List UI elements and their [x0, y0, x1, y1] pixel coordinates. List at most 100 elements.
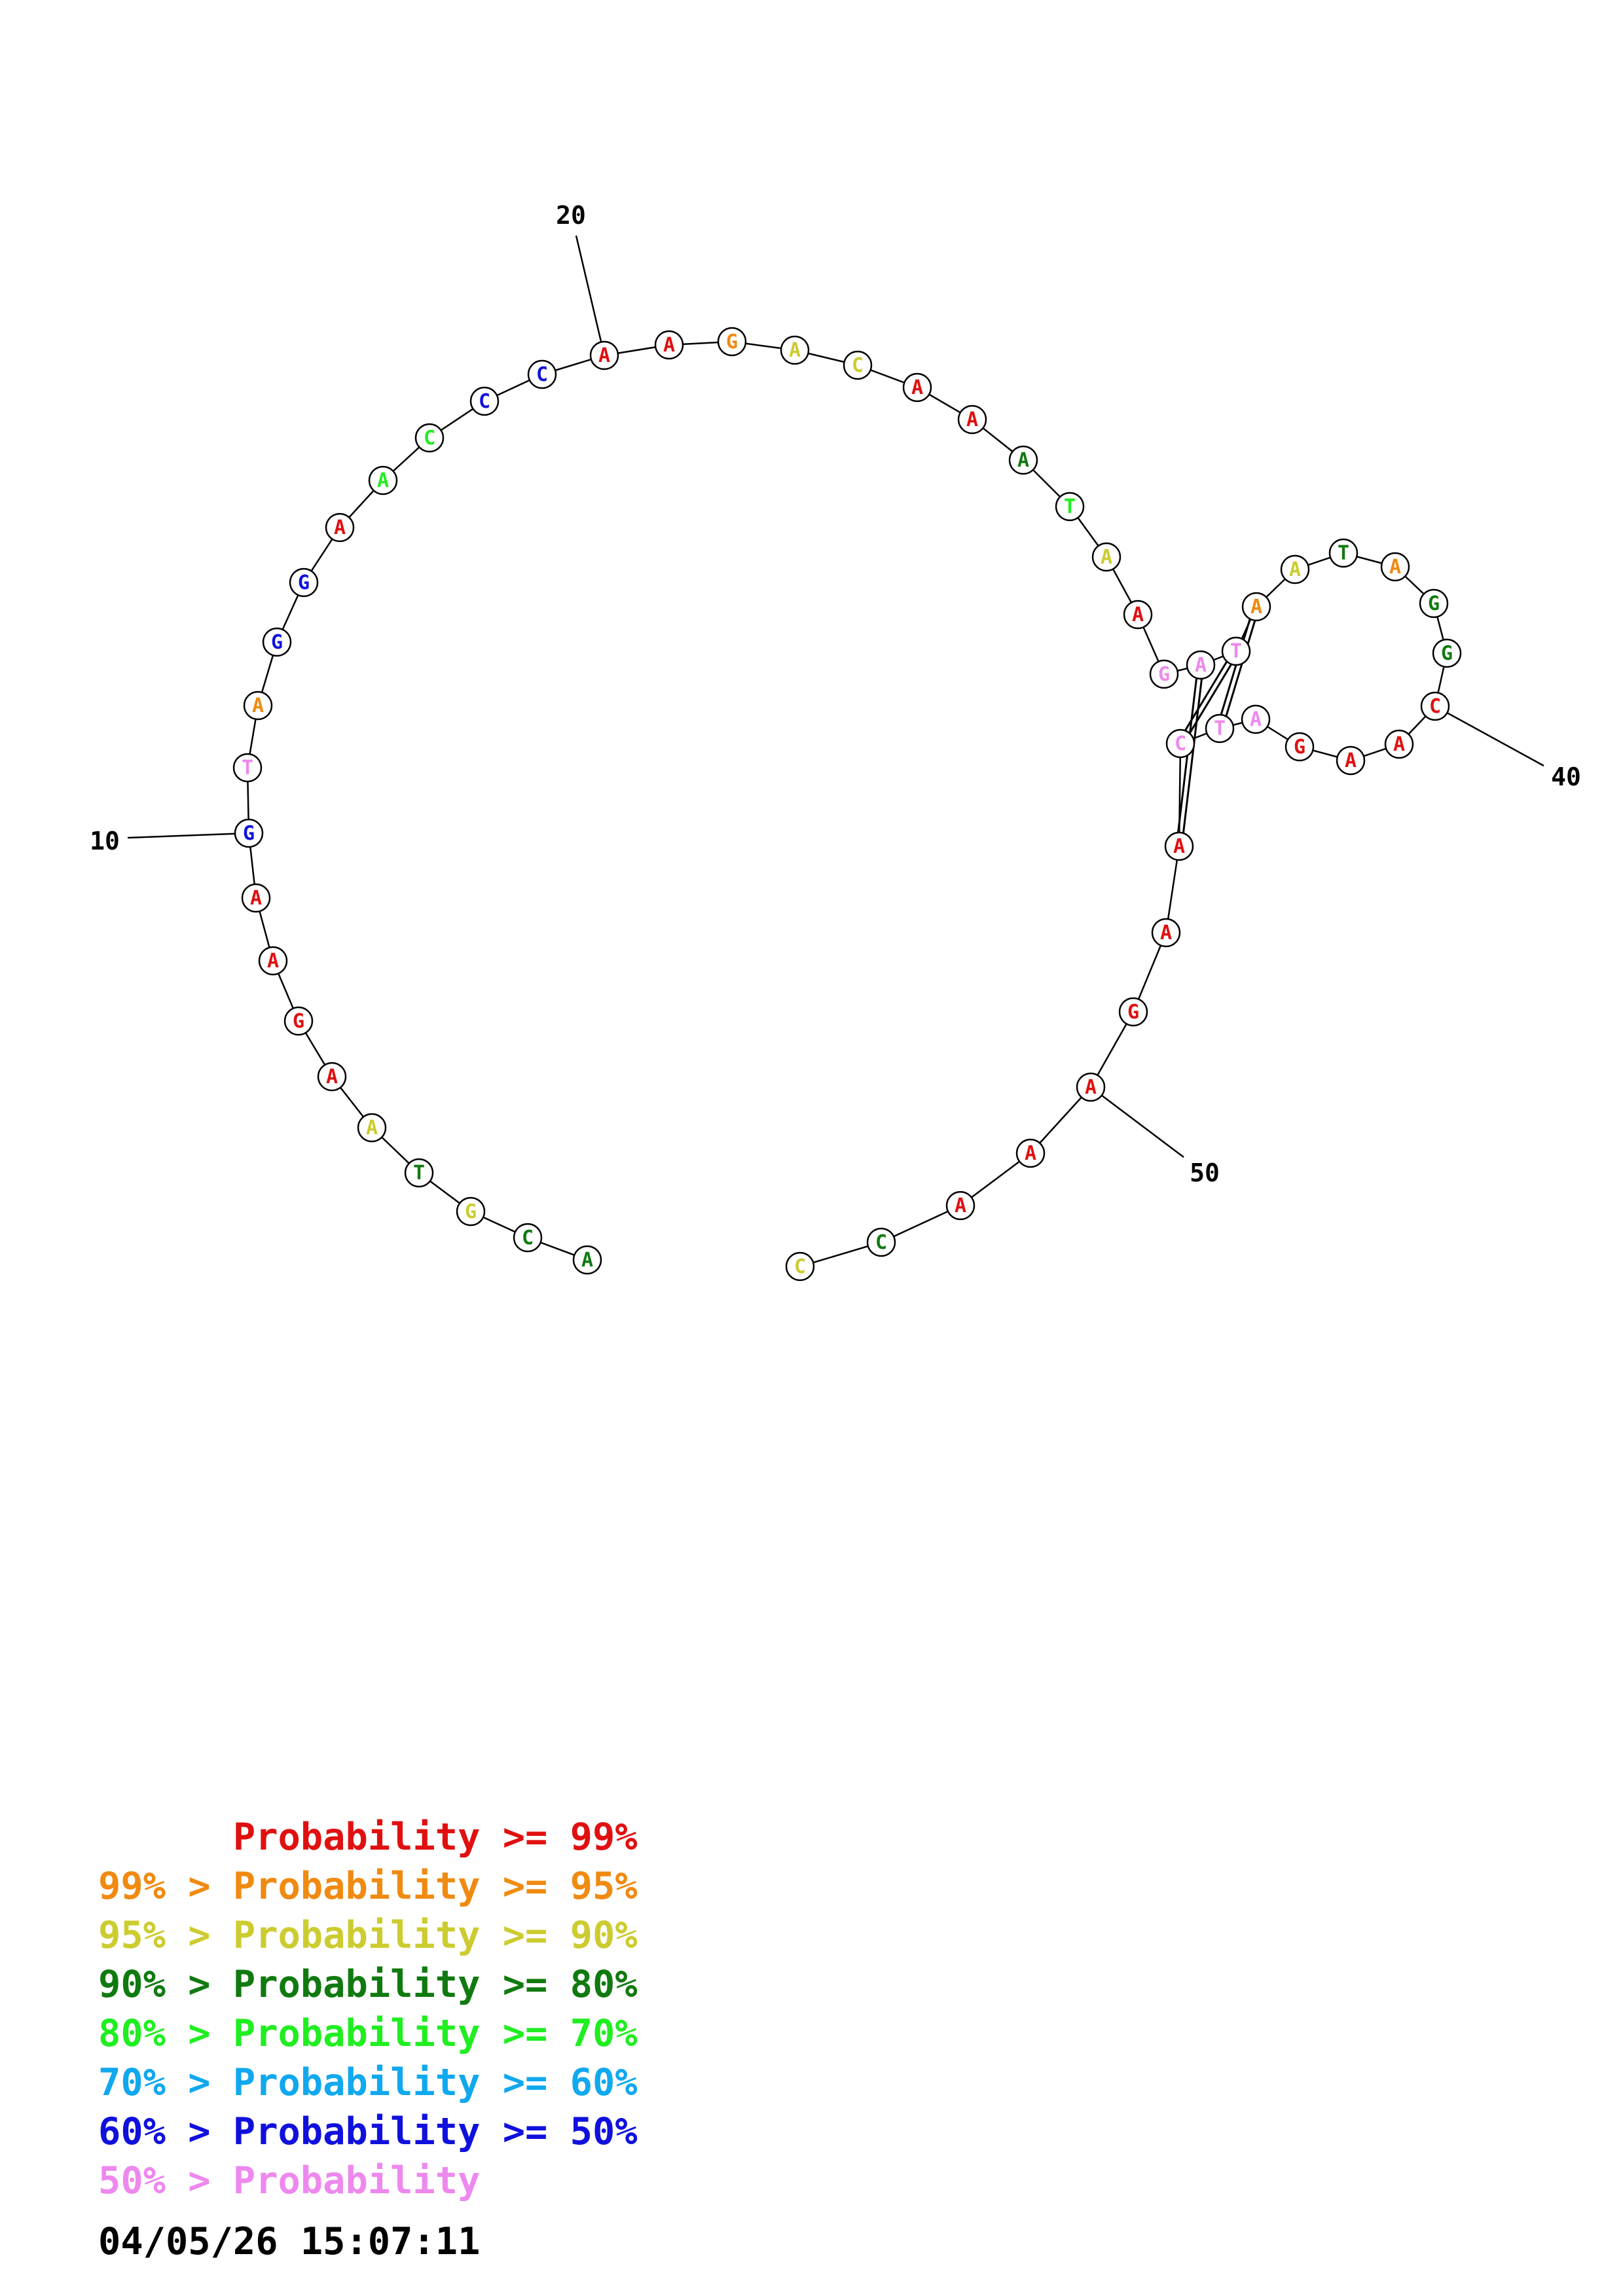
nucleotide: G — [717, 327, 747, 357]
nucleotide: G — [456, 1196, 486, 1227]
nucleotide-letter: T — [1214, 717, 1226, 740]
nucleotide-circle — [241, 883, 271, 913]
nucleotide: C — [866, 1227, 896, 1257]
nucleotide: A — [1091, 542, 1122, 572]
nucleotide-circle — [1118, 997, 1148, 1027]
nucleotide-circle — [902, 372, 932, 403]
nucleotide-circle — [1285, 732, 1315, 762]
nucleotide-circle — [1076, 1072, 1106, 1102]
legend-prefix: 60% > — [98, 2110, 233, 2153]
position-tick — [127, 832, 249, 839]
nucleotide-circle — [262, 627, 292, 657]
nucleotide-letter: A — [1345, 749, 1357, 772]
nucleotide-circle — [1123, 600, 1153, 630]
nucleotide: C — [1165, 728, 1195, 759]
legend-text: Probability >= 90% — [232, 1914, 638, 1957]
nucleotide: A — [780, 335, 810, 365]
legend-entry: 90% > Probability >= 80% — [98, 1960, 818, 2009]
nucleotide-letter: G — [1441, 642, 1453, 665]
nucleotide: G — [283, 1006, 314, 1036]
nucleotide: T — [1205, 713, 1235, 744]
nucleotide-circle — [243, 691, 273, 721]
nucleotide-circle — [957, 404, 987, 435]
nucleotide-letter: C — [794, 1255, 806, 1278]
nucleotide-letter: G — [1158, 663, 1170, 686]
legend-text: Probability — [232, 2159, 481, 2202]
nucleotide: T — [1055, 492, 1085, 522]
position-tick — [1090, 1086, 1184, 1158]
nucleotide-letter: A — [663, 334, 675, 357]
nucleotide-letter: C — [479, 390, 490, 413]
nucleotide-letter: A — [598, 344, 610, 367]
nucleotide-circle — [1384, 729, 1414, 759]
nucleotide: A — [1076, 1072, 1106, 1102]
legend-prefix: 70% > — [98, 2061, 233, 2104]
nucleotide-letter: C — [424, 427, 435, 450]
legend-entry: 80% > Probability >= 70% — [98, 2009, 818, 2058]
backbone-segment — [1178, 743, 1182, 847]
nucleotide-letter: A — [1289, 558, 1301, 581]
nucleotide-letter: A — [1160, 922, 1172, 944]
nucleotide-letter: A — [252, 694, 264, 717]
nucleotide-circle — [404, 1158, 434, 1188]
nucleotide-circle — [785, 1251, 815, 1282]
nucleotide-letter: G — [726, 331, 738, 353]
nucleotide-letter: A — [966, 408, 978, 431]
nucleotide: A — [589, 340, 619, 370]
nucleotide-circle — [1280, 554, 1310, 584]
legend-prefix: 90% > — [98, 1963, 233, 2006]
position-ticks: 10 20 40 50 — [90, 201, 1581, 1187]
nucleotide: T — [1328, 538, 1359, 568]
legend-text: Probability >= 80% — [232, 1963, 638, 2006]
nucleotide-letter: C — [536, 363, 548, 386]
nucleotide-circle — [717, 327, 747, 357]
nucleotide-circle — [1221, 636, 1251, 666]
nucleotide: A — [357, 1113, 387, 1143]
legend-text: Probability >= 50% — [232, 2110, 638, 2153]
nucleotide-circle — [289, 567, 319, 598]
position-tick — [575, 235, 606, 356]
legend-entry: 99% > Probability >= 95% — [98, 1862, 818, 1911]
nucleotide-letter: G — [243, 822, 255, 845]
nucleotide: T — [232, 753, 263, 783]
nucleotide: G — [1419, 588, 1449, 619]
nucleotide: G — [262, 627, 292, 657]
position-label: 10 — [90, 827, 120, 855]
nucleotide-letter: A — [334, 516, 346, 539]
nucleotide-letter: G — [298, 571, 310, 594]
nucleotide-circle — [1420, 691, 1450, 721]
position-label: 20 — [556, 201, 586, 230]
legend-prefix: 80% > — [98, 2012, 233, 2055]
nucleotide-letter: C — [1175, 732, 1186, 755]
nucleotide: A — [1384, 729, 1414, 759]
nucleotide-circle — [589, 340, 619, 370]
nucleotide: A — [243, 691, 273, 721]
legend-entry: 70% > Probability >= 60% — [98, 2058, 818, 2108]
nucleotide-letter: T — [1230, 640, 1242, 663]
nucleotide: A — [957, 404, 987, 435]
nucleotide: A — [902, 372, 932, 403]
nucleotide-circle — [1419, 588, 1449, 619]
nucleotide: C — [513, 1223, 543, 1253]
nucleotide-circle — [780, 335, 810, 365]
nucleotide: A — [241, 883, 271, 913]
legend-entry: 60% > Probability >= 50% — [98, 2108, 818, 2157]
nucleotide-circle — [1241, 592, 1271, 622]
nucleotide-letter: A — [1250, 708, 1262, 731]
nucleotide-letter: A — [250, 887, 262, 910]
nucleotide: A — [1241, 592, 1271, 622]
base-pair-bond — [1216, 605, 1255, 728]
position-label: 50 — [1190, 1158, 1220, 1187]
legend-entry: 95% > Probability >= 90% — [98, 1911, 818, 1960]
nucleotide-letter: A — [1393, 733, 1405, 756]
nucleotide-circle — [258, 946, 288, 976]
nucleotide-circle — [654, 330, 684, 360]
nucleotide-letter: G — [1127, 1001, 1139, 1024]
nucleotide-circle — [513, 1223, 543, 1253]
nucleotide-circle — [1205, 713, 1235, 744]
nucleotide: A — [945, 1191, 976, 1221]
nucleotide-circle — [1015, 1138, 1046, 1168]
nucleotide: A — [1280, 554, 1310, 584]
nucleotide: C — [1420, 691, 1450, 721]
base-pair-bond — [1177, 649, 1235, 743]
